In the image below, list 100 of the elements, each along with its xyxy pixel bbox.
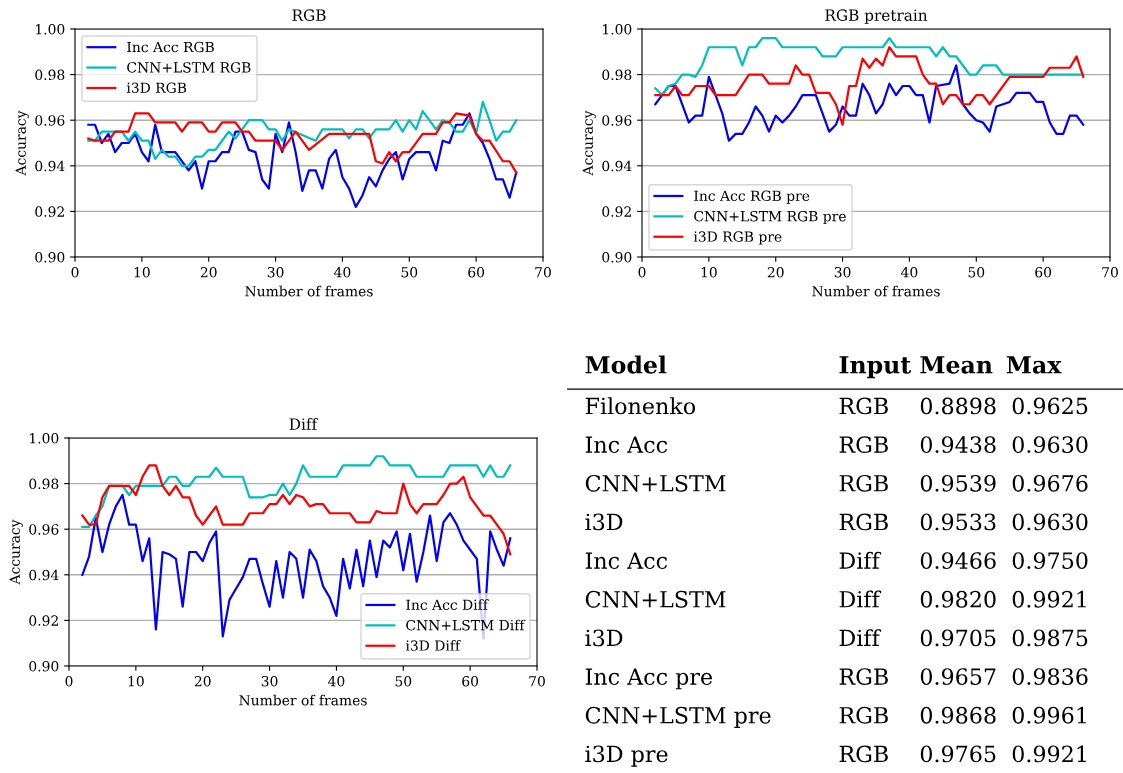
x-tick-label: 40 (901, 266, 918, 278)
legend-label: CNN+LSTM RGB pre (694, 210, 846, 225)
y-tick-label: 0.98 (35, 69, 65, 81)
x-tick-label: 40 (334, 266, 351, 278)
y-tick-label: 0.90 (35, 251, 65, 263)
x-tick-label: 10 (128, 675, 144, 687)
x-tick-label: 30 (834, 266, 851, 278)
x-tick-label: 60 (462, 675, 479, 687)
y-tick-label: 1.00 (603, 23, 632, 35)
y-tick-label: 0.92 (29, 615, 58, 626)
text: RGB (839, 474, 888, 492)
text: 0.9820 0.9921 (920, 590, 1086, 608)
y-axis-title: Accuracy (582, 110, 596, 176)
category-label: Max (1006, 356, 1062, 374)
legend-label: Inc Acc RGB (127, 41, 214, 53)
x-tick-label: 10 (134, 266, 150, 278)
line-series (654, 64, 1085, 142)
legend-label: i3D RGB (126, 82, 187, 94)
text: 0.8898 0.9625 (920, 397, 1088, 415)
chart-title: RGB (292, 9, 326, 21)
text: CNN+LSTM (585, 474, 726, 492)
x-tick-label: 0 (71, 266, 79, 278)
y-tick-label: 0.90 (29, 660, 59, 672)
text: 0.9438 0.9630 (920, 436, 1088, 454)
y-tick-label: 0.96 (602, 115, 632, 126)
text: Diff (839, 590, 882, 608)
text: 0.9705 0.9875 (920, 629, 1088, 647)
y-tick-label: 0.98 (602, 69, 632, 81)
chart-title: RGB pretrain (825, 9, 928, 24)
legend-label: CNN+LSTM Diff (406, 619, 526, 631)
category-label: Input (839, 356, 912, 379)
text: i3D (585, 513, 623, 531)
legend-label: Inc Acc Diff (406, 599, 489, 611)
text: RGB (839, 436, 888, 454)
text: Inc Acc pre (585, 668, 713, 690)
y-tick-label: 0.98 (29, 478, 59, 490)
y-tick-label: 0.94 (29, 569, 59, 581)
x-tick-label: 50 (395, 675, 412, 687)
x-tick-label: 20 (200, 266, 217, 278)
text: RGB (839, 706, 888, 724)
text: RGB (839, 668, 888, 685)
line-series (87, 100, 518, 167)
x-tick-label: 20 (767, 266, 784, 278)
text: 0.9868 0.9961 (920, 706, 1086, 724)
text: i3D (585, 629, 623, 647)
x-tick-label: 60 (468, 266, 485, 278)
text: Inc Acc (585, 436, 668, 454)
y-tick-label: 0.92 (602, 206, 631, 217)
x-tick-label: 40 (328, 675, 345, 687)
legend-label: Inc Acc RGB pre (694, 190, 810, 204)
text: Diff (839, 551, 882, 569)
x-tick-label: 20 (194, 675, 211, 687)
x-tick-label: 60 (1035, 266, 1052, 278)
x-axis-title: Number of frames (812, 285, 940, 297)
chart-title: Diff (289, 418, 319, 430)
text: RGB (839, 397, 888, 415)
y-tick-label: 0.90 (602, 251, 632, 263)
line-series (81, 455, 512, 529)
x-tick-label: 0 (65, 675, 73, 687)
x-tick-label: 70 (535, 266, 551, 278)
category-label: Model (585, 355, 667, 374)
x-axis-title: Number of frames (245, 285, 373, 297)
text: Diff (839, 629, 882, 647)
text: CNN+LSTM (585, 590, 726, 608)
y-tick-label: 0.94 (602, 160, 632, 172)
text: i3D pre (585, 745, 668, 767)
y-tick-label: 1.00 (30, 432, 59, 444)
y-axis-title: Accuracy (15, 110, 29, 176)
x-tick-label: 70 (1102, 266, 1118, 278)
text: Filonenko (585, 397, 696, 415)
text: RGB (839, 513, 888, 531)
line-series (87, 112, 518, 174)
line-series (87, 112, 518, 208)
text: 0.9539 0.9676 (920, 474, 1088, 492)
text: 0.9466 0.9750 (920, 552, 1088, 570)
y-tick-label: 0.96 (35, 115, 65, 126)
legend-label: i3D RGB pre (693, 231, 782, 245)
text: CNN+LSTM pre (585, 706, 771, 728)
y-tick-label: 0.94 (35, 160, 65, 172)
legend-label: CNN+LSTM RGB (127, 62, 251, 73)
x-tick-label: 70 (529, 675, 545, 687)
text: RGB (839, 745, 888, 763)
legend-label: i3D Diff (405, 640, 461, 651)
y-tick-label: 0.96 (29, 524, 59, 535)
y-tick-label: 0.92 (35, 206, 64, 217)
text: 0.9533 0.9630 (920, 513, 1088, 531)
x-tick-label: 30 (267, 266, 284, 278)
x-tick-label: 10 (701, 266, 717, 278)
text: 0.9657 0.9836 (920, 668, 1088, 685)
line-series (81, 464, 512, 556)
line-series (654, 37, 1085, 97)
y-axis-title: Accuracy (9, 519, 23, 585)
x-tick-label: 50 (968, 266, 985, 278)
x-tick-label: 30 (261, 675, 278, 687)
x-tick-label: 50 (401, 266, 418, 278)
category-label: Mean (920, 356, 993, 374)
x-tick-label: 0 (638, 266, 646, 278)
x-axis-title: Number of frames (239, 694, 367, 706)
text: 0.9765 0.9921 (920, 745, 1086, 763)
line-series (654, 46, 1085, 126)
